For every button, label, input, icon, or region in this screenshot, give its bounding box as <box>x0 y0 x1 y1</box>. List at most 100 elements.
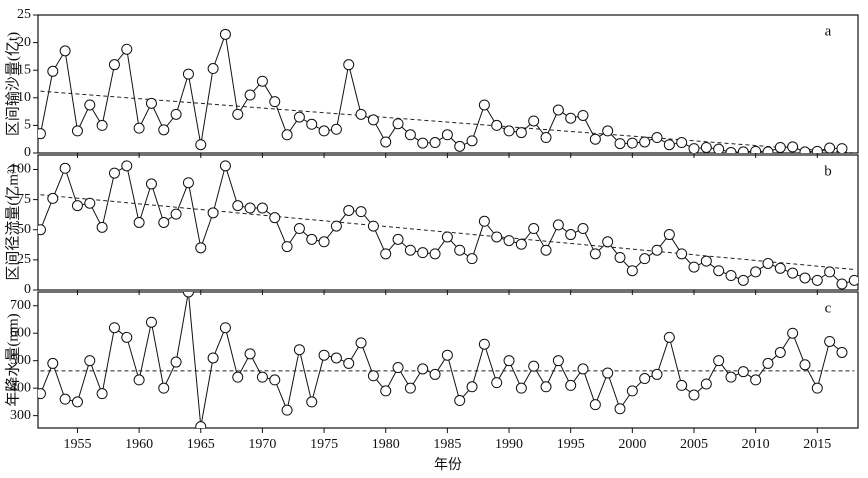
data-point <box>540 381 552 393</box>
data-point <box>577 223 589 235</box>
data-point <box>219 28 231 40</box>
data-point <box>343 59 355 71</box>
data-point <box>195 139 207 151</box>
data-point <box>552 219 564 231</box>
data-point <box>71 125 83 137</box>
y-tick-label: 15 <box>17 62 31 77</box>
data-point <box>787 327 799 339</box>
data-point <box>811 274 823 286</box>
data-point <box>799 272 811 284</box>
y-tick-label: 10 <box>17 90 31 105</box>
data-point <box>133 122 145 134</box>
data-point <box>676 248 688 260</box>
data-point <box>824 142 836 153</box>
data-point <box>59 45 71 57</box>
data-point <box>466 135 478 147</box>
data-point <box>787 141 799 153</box>
data-point <box>367 370 379 382</box>
data-point <box>441 129 453 141</box>
data-point <box>651 368 663 380</box>
y-tick-label: 700 <box>10 298 31 313</box>
data-point <box>256 75 268 87</box>
data-point <box>182 68 194 80</box>
data-point <box>750 145 762 153</box>
data-point <box>121 160 133 172</box>
data-point <box>96 388 108 400</box>
data-point <box>836 346 848 358</box>
plot <box>38 160 858 290</box>
panel-label: c <box>825 300 832 316</box>
data-point <box>466 381 478 393</box>
x-tick-label: 1960 <box>125 437 153 452</box>
data-point <box>219 160 231 172</box>
data-point <box>367 114 379 126</box>
data-point <box>663 139 675 151</box>
plot <box>38 292 855 428</box>
data-point <box>380 385 392 397</box>
y-tick-label: 20 <box>17 35 31 50</box>
data-point <box>47 357 59 369</box>
data-point <box>676 379 688 391</box>
data-point <box>565 229 577 241</box>
data-point <box>108 59 120 71</box>
data-point <box>454 395 466 407</box>
y-tick-label: 75 <box>17 192 31 207</box>
data-point <box>589 133 601 145</box>
data-point <box>121 43 133 55</box>
data-point <box>454 140 466 152</box>
data-point <box>589 399 601 411</box>
data-point <box>84 197 96 209</box>
data-point <box>540 132 552 144</box>
data-point <box>244 202 256 214</box>
data-point <box>318 236 330 248</box>
data-point <box>478 215 490 227</box>
data-point <box>71 396 83 408</box>
y-axis-label: 区间输沙量(亿t) <box>4 32 21 136</box>
data-point <box>824 335 836 347</box>
data-point <box>848 274 858 286</box>
data-point <box>589 248 601 260</box>
data-point <box>528 360 540 372</box>
x-tick-label: 1995 <box>557 437 585 452</box>
data-point <box>651 244 663 256</box>
data-point <box>750 374 762 386</box>
data-point <box>737 146 749 153</box>
y-tick-label: 0 <box>24 145 31 160</box>
data-point <box>47 192 59 204</box>
x-tick-label: 1985 <box>433 437 461 452</box>
data-point <box>713 143 725 153</box>
data-point <box>121 331 133 343</box>
data-point <box>108 322 120 334</box>
data-point <box>343 204 355 216</box>
data-point <box>639 253 651 265</box>
data-point <box>195 421 207 428</box>
x-tick-label: 1955 <box>63 437 91 452</box>
data-point <box>725 270 737 282</box>
data-point <box>207 207 219 219</box>
data-point <box>96 221 108 233</box>
data-point <box>441 349 453 361</box>
data-point <box>293 111 305 123</box>
data-point <box>145 316 157 328</box>
x-tick-label: 1990 <box>495 437 523 452</box>
data-point <box>429 137 441 149</box>
data-point <box>158 124 170 136</box>
data-line <box>40 34 843 153</box>
data-point <box>602 236 614 248</box>
data-point <box>441 231 453 243</box>
data-point <box>626 137 638 149</box>
data-point <box>195 242 207 254</box>
data-point <box>133 217 145 228</box>
data-point <box>515 238 527 250</box>
data-point <box>355 108 367 120</box>
data-point <box>38 388 46 400</box>
data-point <box>232 200 244 212</box>
data-point <box>491 119 503 131</box>
data-point <box>392 233 404 245</box>
data-point <box>528 223 540 235</box>
data-point <box>429 248 441 260</box>
data-point <box>836 278 848 290</box>
x-axis-label: 年份 <box>434 457 462 473</box>
data-point <box>651 132 663 144</box>
data-point <box>503 235 515 247</box>
